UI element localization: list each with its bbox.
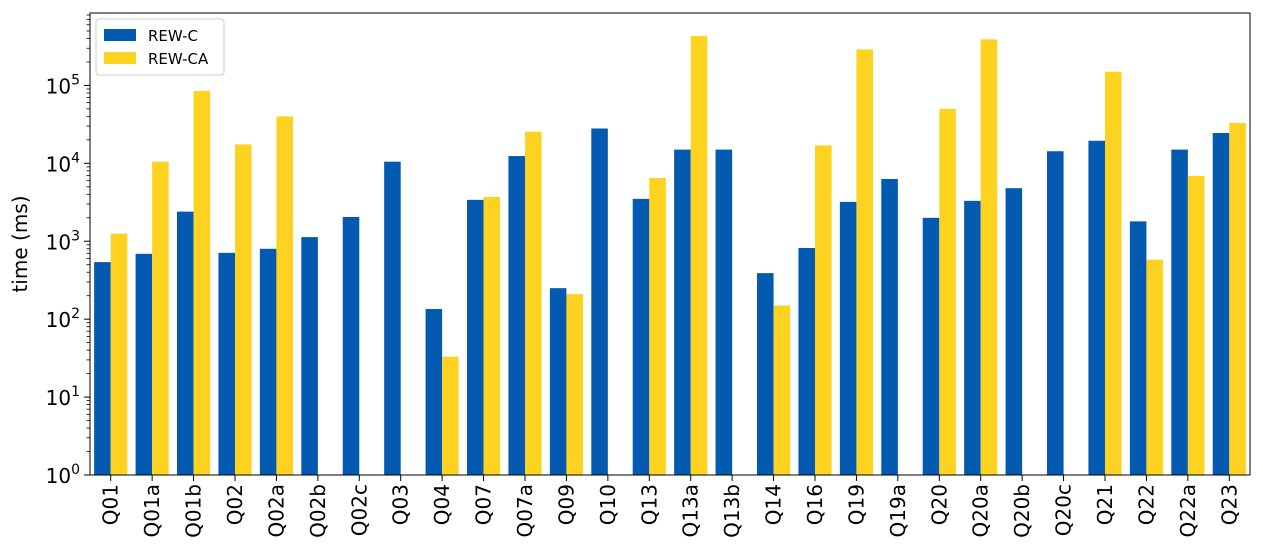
x-tick-label: Q21 [1093, 484, 1117, 525]
bar-rew-ca-q20a [980, 39, 998, 476]
bar-rew-c-q04 [425, 309, 443, 475]
legend-label-rew-ca: REW-CA [148, 50, 209, 68]
bar-rew-ca-q14 [773, 305, 791, 475]
legend: REW-C REW-CA [95, 18, 225, 76]
y-tick-label: 104 [46, 150, 80, 176]
x-tick-label: Q02a [264, 484, 288, 537]
bar-rew-ca-q22a [1187, 175, 1205, 475]
bar-rew-c-q20 [922, 217, 940, 476]
bar-rew-c-q07 [467, 199, 484, 475]
bar-rew-c-q01b [177, 211, 194, 475]
bar-rew-c-q23 [1212, 133, 1230, 475]
bar-rew-c-q19a [881, 178, 898, 475]
x-tick-label: Q02c [347, 484, 371, 536]
bar-rew-c-q01a [135, 253, 153, 475]
bar-rew-c-q16 [798, 247, 815, 475]
bar-rew-c-q10 [591, 128, 608, 476]
bars-layer [94, 36, 1246, 476]
x-tick-label: Q19a [886, 484, 910, 537]
legend-label-rew-c: REW-C [148, 27, 198, 45]
x-tick-label: Q09 [554, 484, 578, 525]
bar-rew-ca-q21 [1105, 71, 1122, 475]
legend-swatch-rew-ca [104, 52, 136, 64]
bar-rew-ca-q22 [1146, 259, 1163, 475]
bar-rew-ca-q16 [815, 145, 832, 475]
x-axis: Q01 Q01a Q01b Q02 Q02a Q02b Q02c Q03 Q04 Q07 Q07a Q… [99, 475, 1241, 538]
bar-rew-c-q02b [301, 237, 318, 475]
bar-rew-c-q19 [839, 201, 857, 475]
x-tick-label: Q13a [679, 484, 703, 537]
bar-rew-ca-q20 [939, 108, 956, 476]
bar-rew-c-q02c [342, 216, 360, 475]
y-tick-label: 102 [46, 306, 80, 332]
x-tick-label: Q14 [762, 484, 786, 525]
x-tick-label: Q07 [472, 484, 496, 525]
bar-rew-ca-q01 [110, 233, 128, 475]
bar-rew-c-q20b [1005, 188, 1023, 476]
bar-rew-c-q09 [549, 288, 567, 475]
x-tick-label: Q01a [140, 484, 164, 537]
x-tick-label: Q20a [969, 484, 993, 537]
bar-rew-c-q01 [94, 262, 111, 475]
y-axis: 100 101 102 103 104 105 [46, 14, 90, 488]
x-tick-label: Q03 [389, 484, 413, 525]
bar-rew-c-q20a [964, 200, 981, 475]
bar-rew-ca-q13 [649, 177, 666, 475]
x-tick-label: Q20c [1052, 484, 1076, 536]
bar-rew-ca-q07a [525, 131, 542, 475]
x-tick-label: Q10 [596, 484, 620, 525]
bar-rew-ca-q02a [276, 116, 293, 476]
bar-rew-ca-q04 [442, 356, 459, 475]
y-tick-label: 101 [46, 384, 80, 410]
bar-rew-c-q02a [259, 248, 277, 475]
x-tick-label: Q22 [1134, 484, 1158, 525]
bar-rew-ca-q23 [1229, 122, 1246, 476]
bar-rew-ca-q01b [193, 90, 211, 476]
bar-rew-ca-q13a [690, 36, 708, 476]
x-tick-label: Q13 [637, 484, 661, 525]
x-tick-label: Q20 [927, 484, 951, 525]
x-tick-label: Q19 [844, 484, 868, 525]
x-tick-label: Q01b [182, 484, 206, 538]
bar-rew-c-q03 [384, 161, 401, 475]
x-tick-label: Q02 [223, 484, 247, 525]
x-tick-label: Q01 [99, 484, 123, 525]
y-tick-label: 103 [46, 228, 80, 254]
plot-frame [89, 12, 1251, 476]
x-tick-label: Q23 [1217, 484, 1241, 525]
legend-swatch-rew-c [104, 29, 136, 41]
bar-rew-c-q13 [632, 198, 650, 476]
x-tick-label: Q02b [306, 484, 330, 538]
bar-rew-c-q21 [1088, 140, 1105, 476]
bar-rew-c-q14 [757, 273, 774, 475]
y-axis-title: time (ms) [8, 195, 32, 292]
bar-rew-c-q22a [1171, 149, 1188, 476]
x-tick-label: Q22a [1176, 484, 1200, 537]
bar-rew-c-q07a [508, 156, 525, 476]
y-tick-label: 105 [46, 72, 80, 98]
x-tick-label: Q13b [720, 484, 744, 538]
y-tick-label: 100 [46, 462, 80, 488]
bar-rew-ca-q01a [152, 161, 169, 475]
x-tick-label: Q07a [513, 484, 537, 537]
bar-rew-ca-q07 [483, 196, 501, 476]
bar-rew-c-q22 [1129, 221, 1147, 475]
bar-rew-c-q20c [1047, 151, 1064, 476]
x-tick-label: Q20b [1010, 484, 1034, 538]
x-tick-label: Q04 [430, 484, 454, 525]
bar-rew-ca-q19 [856, 49, 873, 475]
bar-rew-ca-q09 [566, 294, 583, 475]
x-tick-label: Q16 [803, 484, 827, 525]
bar-rew-c-q13b [715, 149, 733, 476]
bar-rew-ca-q02 [235, 144, 252, 475]
bar-rew-c-q02 [218, 252, 235, 475]
bar-rew-c-q13a [674, 149, 691, 476]
